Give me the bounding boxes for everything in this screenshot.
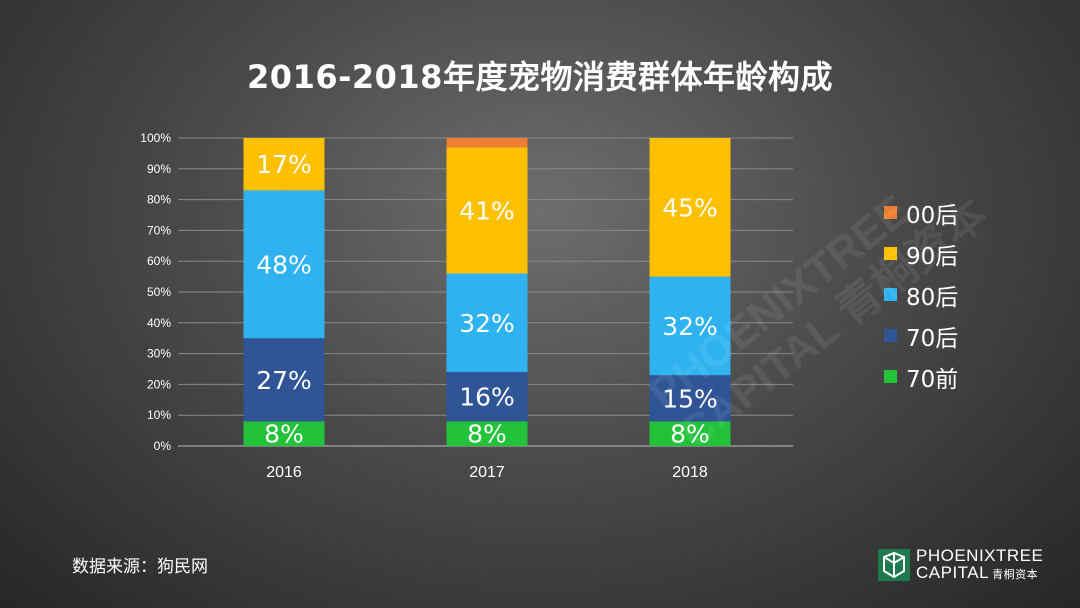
legend-label-80: 80后	[906, 284, 959, 311]
y-tick-label: 80%	[147, 193, 171, 207]
data-label: 48%	[256, 250, 312, 279]
company-logo: PHOENIXTREE CAPITAL 青桐资本	[878, 547, 1043, 583]
data-label: 17%	[256, 150, 312, 179]
legend-item-70: 70后	[884, 315, 958, 356]
legend-item-00: 00后	[884, 192, 958, 233]
logo-line1: PHOENIXTREE	[916, 546, 1044, 565]
x-tick-label: 2016	[266, 464, 302, 481]
y-tick-label: 100%	[140, 131, 171, 145]
legend-swatch-80	[884, 288, 897, 301]
bar-segment	[446, 273, 528, 373]
logo-line2-cn: 青桐资本	[992, 568, 1039, 581]
y-tick-label: 50%	[147, 285, 171, 299]
y-tick-label: 90%	[147, 162, 171, 176]
legend-swatch-00	[884, 206, 897, 219]
y-tick-label: 70%	[147, 223, 171, 237]
data-label: 8%	[467, 420, 507, 449]
data-label: 16%	[459, 383, 515, 412]
y-tick-label: 0%	[154, 439, 172, 453]
legend: 00后 90后 80后 70后 70前	[884, 192, 958, 397]
x-tick-label: 2017	[469, 464, 505, 481]
y-tick-label: 20%	[147, 377, 171, 391]
leaf-logo-icon	[878, 549, 910, 581]
x-tick-label: 2018	[672, 464, 708, 481]
bar-segment	[649, 421, 731, 446]
bar-segment	[649, 276, 731, 376]
data-label: 8%	[264, 420, 304, 449]
bar-segment	[446, 421, 528, 446]
bar-segment	[446, 147, 528, 274]
data-source: 数据来源：狗民网	[72, 557, 208, 577]
legend-swatch-90	[884, 247, 897, 260]
data-label: 41%	[459, 196, 515, 225]
legend-label-90: 90后	[906, 243, 959, 270]
data-label: 8%	[670, 420, 710, 449]
logo-line2: CAPITAL 青桐资本	[916, 564, 1043, 583]
bar-segment	[649, 138, 731, 277]
data-label: 32%	[459, 309, 515, 338]
bar-segment	[243, 138, 325, 191]
y-tick-label: 40%	[147, 316, 171, 330]
legend-label-pre70: 70前	[906, 366, 959, 393]
legend-label-00: 00后	[906, 202, 959, 229]
bar-segment	[243, 190, 325, 339]
bar-segment	[649, 375, 731, 422]
logo-line2-en: CAPITAL	[916, 563, 990, 582]
y-tick-label: 30%	[147, 347, 171, 361]
y-tick-label: 10%	[147, 408, 171, 422]
legend-swatch-70	[884, 329, 897, 342]
data-label: 32%	[662, 312, 718, 341]
bar-segment	[446, 138, 528, 148]
bar-segment	[446, 372, 528, 422]
bar-segment	[243, 338, 325, 422]
legend-item-90: 90后	[884, 233, 958, 274]
legend-item-80: 80后	[884, 274, 958, 315]
legend-item-pre70: 70前	[884, 356, 958, 397]
data-label: 45%	[662, 193, 718, 222]
chart-title: 2016-2018年度宠物消费群体年龄构成	[247, 58, 833, 96]
legend-label-70: 70后	[906, 325, 959, 352]
legend-swatch-pre70	[884, 370, 897, 383]
bar-segment	[243, 421, 325, 446]
data-label: 27%	[256, 366, 312, 395]
y-tick-label: 60%	[147, 254, 171, 268]
data-label: 15%	[662, 384, 718, 413]
